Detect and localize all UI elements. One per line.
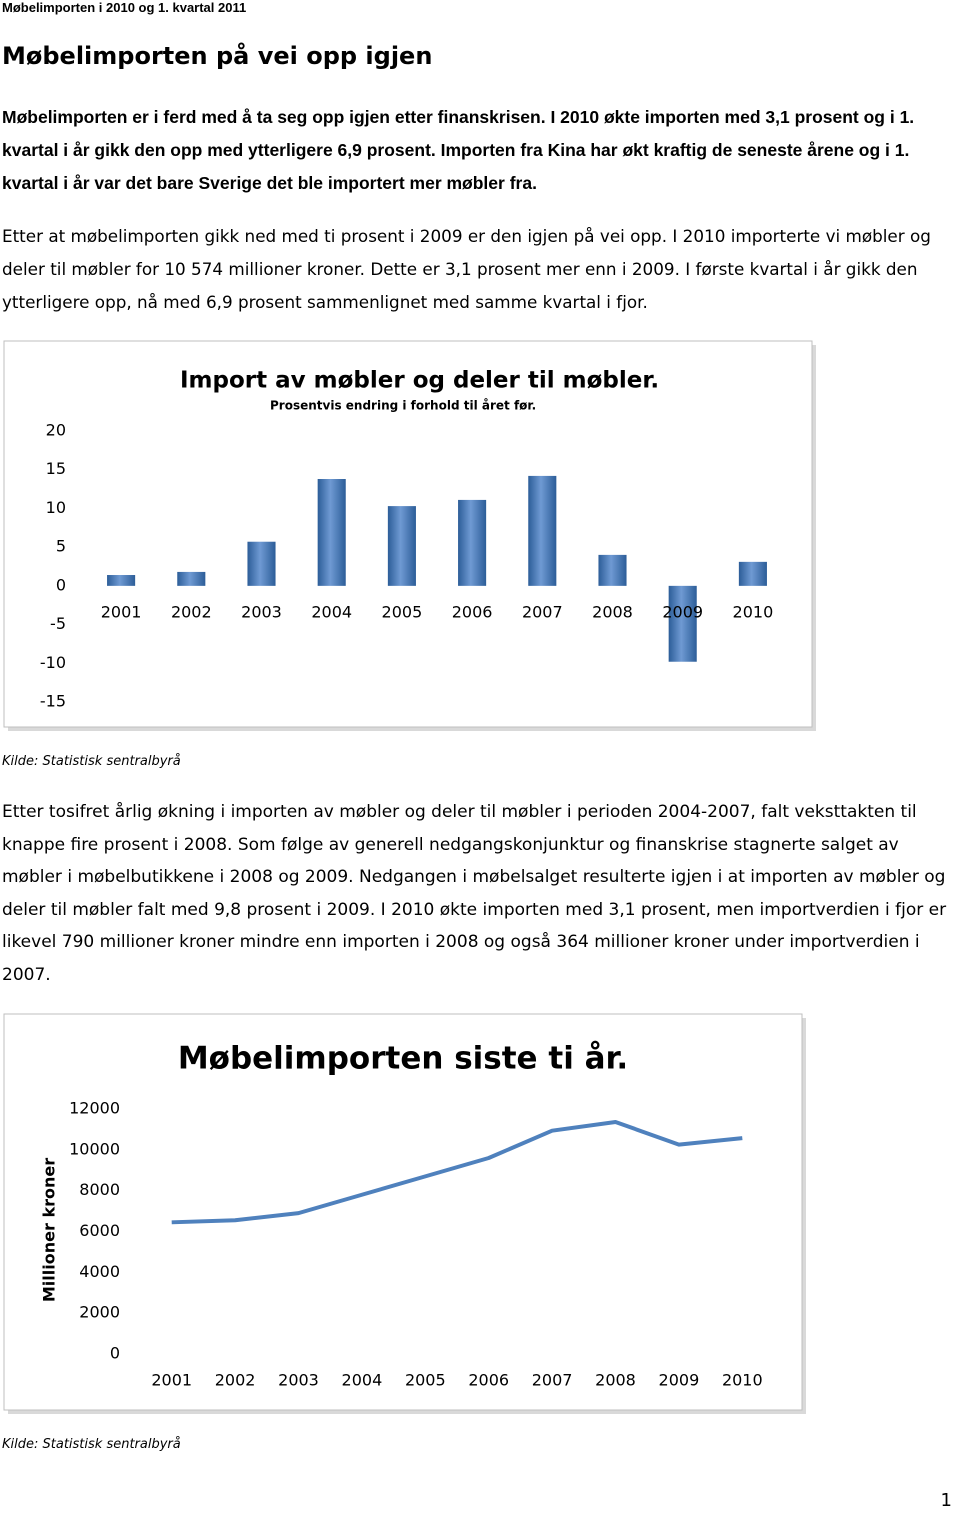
y-tick-label: 2000 bbox=[79, 1303, 120, 1322]
lead-paragraph: Møbelimporten er i ferd med å ta seg opp… bbox=[2, 107, 915, 193]
bar bbox=[107, 575, 136, 586]
y-tick-label: 5 bbox=[56, 537, 66, 556]
chart-title: Møbelimporten siste ti år. bbox=[178, 1041, 628, 1077]
y-tick-label: 10000 bbox=[69, 1139, 120, 1158]
bar bbox=[177, 571, 206, 586]
page-number: 1 bbox=[940, 1490, 952, 1511]
x-tick-label: 2006 bbox=[452, 602, 493, 621]
paragraph: Etter tosifret årlig økning i importen a… bbox=[2, 802, 947, 985]
bar bbox=[317, 479, 346, 586]
header: Møbelimporten i 2010 og 1. kvartal 2011 bbox=[2, 0, 247, 15]
y-tick-label: 8000 bbox=[79, 1180, 120, 1199]
y-tick-label: 6000 bbox=[79, 1221, 120, 1240]
x-tick-label: 2005 bbox=[405, 1371, 446, 1390]
x-tick-label: 2003 bbox=[241, 602, 282, 621]
y-tick-label: 15 bbox=[46, 459, 66, 478]
frame bbox=[3, 1013, 803, 1411]
bar bbox=[458, 499, 487, 586]
y-tick-label: 0 bbox=[56, 575, 66, 594]
x-tick-label: 2005 bbox=[382, 602, 423, 621]
x-tick-label: 2001 bbox=[151, 1371, 192, 1390]
x-tick-label: 2010 bbox=[722, 1371, 763, 1390]
y-tick-label: 0 bbox=[110, 1344, 120, 1363]
x-tick-label: 2007 bbox=[532, 1371, 573, 1390]
y-tick-label: -5 bbox=[50, 614, 66, 633]
bar bbox=[387, 506, 416, 586]
bar bbox=[528, 475, 557, 586]
source: Kilde: Statistisk sentralbyrå bbox=[2, 754, 181, 769]
x-tick-label: 2004 bbox=[342, 1371, 383, 1390]
y-tick-label: -10 bbox=[40, 653, 66, 672]
chart-title: Import av møbler og deler til møbler. bbox=[180, 368, 659, 394]
x-tick-label: 2003 bbox=[278, 1371, 319, 1390]
title: Møbelimporten på vei opp igjen bbox=[2, 42, 433, 70]
line bbox=[171, 1119, 743, 1225]
x-tick-label: 2004 bbox=[311, 602, 352, 621]
y-tick-label: 12000 bbox=[69, 1099, 120, 1118]
x-tick-label: 2008 bbox=[595, 1371, 636, 1390]
y-tick-label: 20 bbox=[46, 421, 66, 440]
chart-subtitle: Prosentvis endring i forhold til året fø… bbox=[270, 399, 536, 413]
x-tick-label: 2002 bbox=[171, 602, 212, 621]
line-chart: Møbelimporten siste ti år. Millioner kron… bbox=[3, 1013, 806, 1414]
source: Kilde: Statistisk sentralbyrå bbox=[2, 1437, 181, 1452]
bar bbox=[247, 541, 276, 586]
x-tick-label: 2009 bbox=[659, 1371, 700, 1390]
bar bbox=[738, 561, 767, 586]
x-tick-label: 2008 bbox=[592, 602, 633, 621]
bar bbox=[598, 554, 627, 586]
y-axis-label: Millioner kroner bbox=[40, 1158, 59, 1302]
x-tick-label: 2001 bbox=[101, 602, 142, 621]
x-tick-label: 2009 bbox=[662, 602, 703, 621]
x-tick-label: 2002 bbox=[215, 1371, 256, 1390]
y-tick-label: 10 bbox=[46, 498, 66, 517]
x-tick-label: 2010 bbox=[733, 602, 774, 621]
bar bbox=[668, 585, 697, 662]
x-tick-label: 2006 bbox=[468, 1371, 509, 1390]
x-tick-label: 2007 bbox=[522, 602, 563, 621]
paragraph: Etter at møbelimporten gikk ned med ti p… bbox=[2, 226, 931, 312]
y-tick-label: -15 bbox=[40, 692, 66, 711]
y-tick-label: 4000 bbox=[79, 1262, 120, 1281]
bar-chart: Import av møbler og deler til møbler. Pro… bbox=[3, 340, 816, 731]
